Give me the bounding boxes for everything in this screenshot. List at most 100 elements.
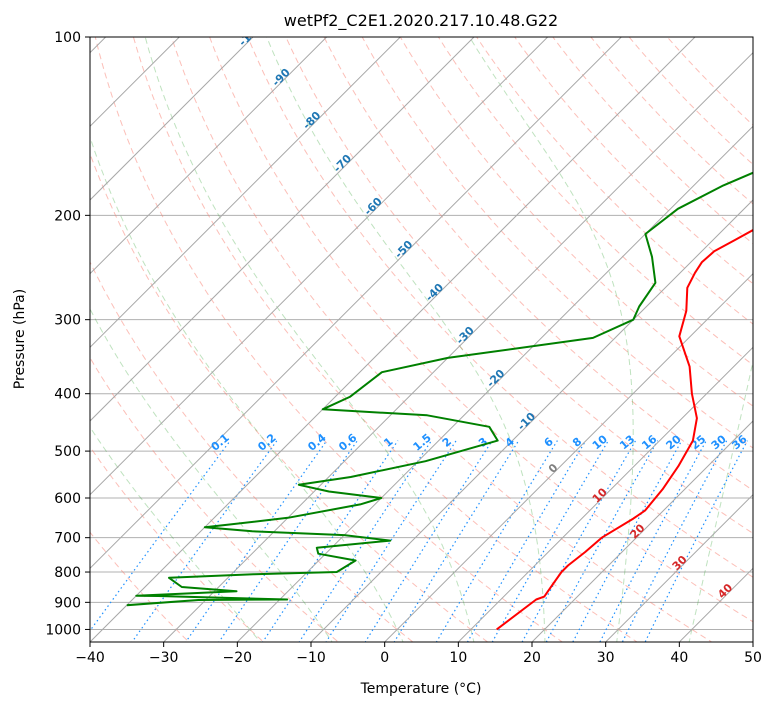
mixing-ratio-line — [572, 440, 683, 642]
y-tick-label: 700 — [54, 531, 81, 547]
y-tick-label: 200 — [54, 208, 81, 224]
isotherm-label: -30 — [454, 324, 477, 347]
isotherm-label: -20 — [484, 367, 507, 390]
dry-adiabat-line — [514, 37, 753, 285]
grid-layer — [90, 37, 753, 630]
isotherm-line — [90, 37, 623, 570]
mixing-ratio-line — [393, 440, 520, 642]
x-axis-label: Temperature (°C) — [360, 681, 482, 697]
warm-isotherm-label: 40 — [715, 581, 735, 601]
mixing-ratio-line — [435, 440, 558, 642]
mixing-ratio-label: 10 — [590, 432, 610, 452]
mixing-ratio-line — [298, 440, 432, 642]
x-tick-label: 50 — [744, 650, 762, 666]
dry-adiabat-line — [209, 37, 753, 623]
dry-adiabat-line — [476, 37, 753, 325]
x-tick-label: 30 — [597, 650, 615, 666]
isotherm-line — [90, 37, 696, 642]
dry-adiabat-line — [170, 37, 713, 642]
moist-adiabat-line — [90, 308, 333, 642]
dry-adiabats-layer — [90, 37, 753, 642]
mixing-ratio-layer — [90, 440, 748, 642]
dry-adiabat-line — [590, 37, 753, 205]
mixing-ratio-line — [364, 440, 493, 642]
chart-title: wetPf2_C2E1.2020.217.10.48.G22 — [284, 11, 558, 31]
x-tick-label: 40 — [670, 650, 688, 666]
plot-area: 0.1 0.2 0.4 0.6 1 1.5 2 3 4 6 8 10 13 16 20 25 30 36-100-… — [0, 10, 753, 654]
moist-adiabat-line — [468, 37, 634, 642]
isotherm-line — [90, 37, 254, 201]
mixing-ratio-line — [599, 440, 707, 642]
temperature-profile — [496, 228, 753, 631]
y-tick-label: 1000 — [45, 622, 81, 638]
x-tick-label: 10 — [449, 650, 467, 666]
y-tick-label: 800 — [54, 565, 81, 581]
mixing-ratio-line — [325, 440, 457, 642]
mixing-ratio-line — [521, 440, 637, 642]
dry-adiabat-line — [323, 37, 753, 491]
y-tick-label: 100 — [54, 30, 81, 46]
isotherm-line — [0, 10, 59, 654]
mixing-ratio-label: 1.5 — [411, 431, 434, 453]
y-tick-label: 900 — [54, 595, 81, 611]
x-tick-label: 0 — [380, 650, 389, 666]
dry-adiabat-line — [285, 37, 753, 535]
mixing-ratio-label: 2 — [440, 435, 454, 450]
isotherm-line — [90, 37, 475, 422]
mixing-ratio-line — [545, 440, 659, 642]
dry-adiabat-line — [90, 356, 340, 642]
x-axis: −40 −30 −20 −10 0 10 20 30 40 50 — [75, 642, 762, 666]
isotherm-line — [604, 493, 753, 642]
y-tick-label: 500 — [54, 444, 81, 460]
mixing-ratio-label: 0.4 — [305, 431, 329, 454]
dry-adiabat-line — [90, 152, 489, 642]
mixing-ratio-label: 6 — [542, 435, 556, 450]
mixing-ratio-label: 0.2 — [255, 431, 278, 453]
isotherm-line — [90, 37, 549, 496]
x-tick-label: −40 — [75, 650, 105, 666]
mixing-ratio-line — [90, 440, 231, 632]
isotherm-label: -80 — [300, 109, 323, 132]
isotherms-layer — [0, 10, 753, 654]
profiles-layer — [126, 171, 753, 631]
x-tick-label: −20 — [223, 650, 253, 666]
moist-adiabats-layer — [90, 37, 753, 642]
moist-adiabat-line — [90, 426, 261, 642]
x-tick-label: −30 — [149, 650, 179, 666]
isotherm-line — [457, 346, 753, 642]
reference-labels-layer: 0.1 0.2 0.4 0.6 1 1.5 2 3 4 6 8 10 13 16 20 25 30 36-100-… — [209, 20, 750, 601]
isotherm-label: -100 — [236, 20, 265, 49]
warm-isotherm-label: 20 — [628, 521, 648, 541]
mixing-ratio-label: 36 — [730, 432, 750, 452]
isotherm-line — [531, 420, 753, 642]
moist-adiabat-line — [266, 37, 546, 642]
moist-adiabat-line — [90, 135, 404, 642]
isotherm-line — [90, 37, 328, 275]
isotherm-label: -90 — [270, 66, 293, 89]
dry-adiabat-line — [247, 37, 753, 578]
dry-adiabat-line — [90, 260, 414, 642]
plot-frame — [89, 36, 754, 643]
y-tick-label: 400 — [54, 387, 81, 403]
mixing-ratio-line — [218, 440, 358, 642]
y-axis-label: Pressure (hPa) — [12, 289, 28, 389]
isotherm-line — [383, 272, 753, 642]
isotherm-label: -40 — [423, 281, 446, 304]
y-axis: 1000 900 800 700 600 500 400 300 200 100 — [45, 30, 90, 638]
isotherm-line — [752, 641, 753, 642]
mixing-ratio-label: 16 — [639, 432, 659, 452]
dry-adiabat-line — [90, 531, 190, 642]
mixing-ratio-label: 20 — [664, 432, 684, 452]
mixing-ratio-line — [131, 440, 278, 642]
isotherm-label: -10 — [515, 410, 538, 433]
warm-isotherm-label: 30 — [670, 553, 690, 573]
isotherm-line — [90, 37, 181, 128]
mixing-ratio-label: 30 — [709, 432, 729, 452]
mixing-ratio-line — [621, 440, 728, 642]
moist-adiabat-line — [688, 358, 753, 642]
y-tick-label: 300 — [54, 313, 81, 329]
x-tick-label: −10 — [296, 650, 326, 666]
warm-isotherm-label: 10 — [590, 485, 610, 505]
